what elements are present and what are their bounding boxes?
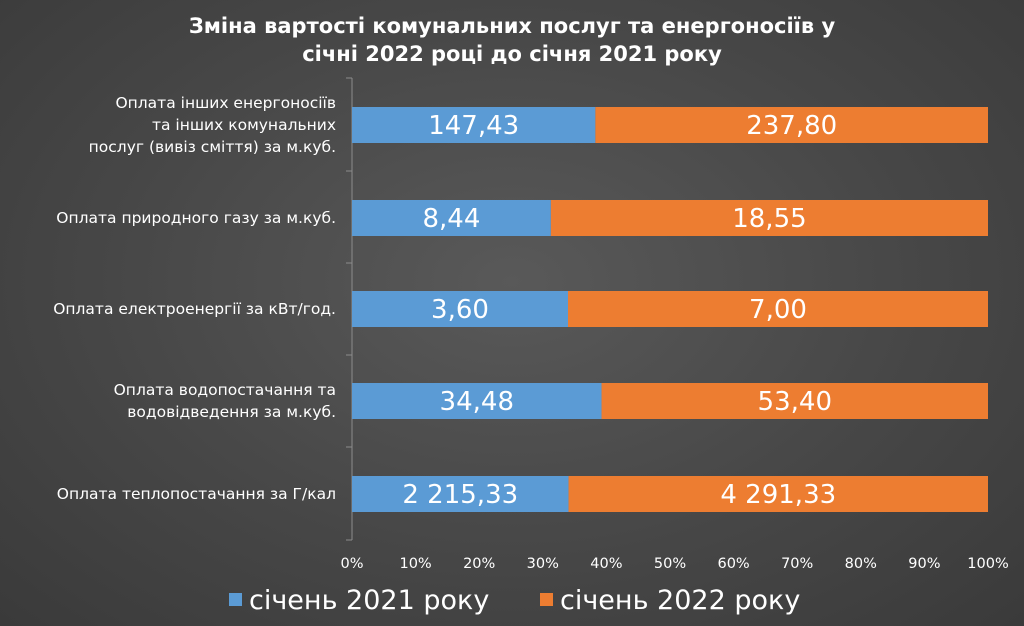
data-labels: 147,43 237,80 8,44 18,55 3,60 7,00 34,48 53,40 2… <box>402 111 837 510</box>
bar-segment <box>568 476 988 512</box>
x-axis-ticks: 0% 10% 20% 30% 40% 50% 60% 70% 80% 90% 100% <box>340 556 1008 572</box>
x-tick-label: 40% <box>590 556 622 572</box>
data-label: 7,00 <box>749 295 807 325</box>
data-label: 3,60 <box>431 295 489 325</box>
x-tick-label: 30% <box>527 556 559 572</box>
chart-title-line: січні 2022 році до січня 2021 року <box>302 42 722 66</box>
x-tick-label: 0% <box>340 556 363 572</box>
x-tick-label: 80% <box>845 556 877 572</box>
data-label: 8,44 <box>422 204 480 234</box>
bar-segment <box>352 383 602 419</box>
data-label: 53,40 <box>758 387 832 417</box>
bar-segment <box>601 383 988 419</box>
data-label: 237,80 <box>746 111 837 141</box>
bar-segment <box>352 291 568 327</box>
bar-segment <box>568 291 988 327</box>
bar-segment <box>352 107 596 143</box>
category-label: Оплата електроенергії за кВт/год. <box>53 300 336 318</box>
category-label: послуг (вивіз сміття) за м.куб. <box>89 138 336 156</box>
bar-segment <box>352 200 551 236</box>
category-label: Оплата водопостачання та <box>114 381 336 399</box>
legend: січень 2021 року січень 2022 року <box>229 585 800 616</box>
bar-segment <box>595 107 988 143</box>
category-label: Оплата теплопостачання за Г/кал <box>57 485 336 503</box>
category-label: Оплата інших енергоносіїв <box>115 94 336 112</box>
category-labels: Оплата інших енергоносіїв та інших комуна… <box>53 94 336 503</box>
x-tick-label: 20% <box>463 556 495 572</box>
legend-label: січень 2022 року <box>560 585 800 616</box>
chart-title-line: Зміна вартості комунальних послуг та ене… <box>189 14 836 38</box>
legend-swatch <box>540 593 553 606</box>
category-label: та інших комунальних <box>152 116 336 134</box>
y-axis <box>346 77 353 541</box>
category-label: Оплата природного газу за м.куб. <box>56 209 336 227</box>
bar-segment <box>550 200 988 236</box>
data-label: 18,55 <box>732 204 806 234</box>
category-label: водовідведення за м.куб. <box>127 403 336 421</box>
data-label: 2 215,33 <box>402 480 518 510</box>
x-tick-label: 10% <box>399 556 431 572</box>
legend-label: січень 2021 року <box>249 585 489 616</box>
bar-segment <box>352 476 569 512</box>
data-label: 147,43 <box>428 111 519 141</box>
bars <box>352 107 988 512</box>
x-tick-label: 90% <box>908 556 940 572</box>
chart-title: Зміна вартості комунальних послуг та ене… <box>189 14 836 66</box>
data-label: 34,48 <box>440 387 514 417</box>
legend-swatch <box>229 593 242 606</box>
x-tick-label: 100% <box>967 556 1008 572</box>
x-tick-label: 50% <box>654 556 686 572</box>
data-label: 4 291,33 <box>720 480 836 510</box>
x-tick-label: 70% <box>781 556 813 572</box>
x-tick-label: 60% <box>717 556 749 572</box>
